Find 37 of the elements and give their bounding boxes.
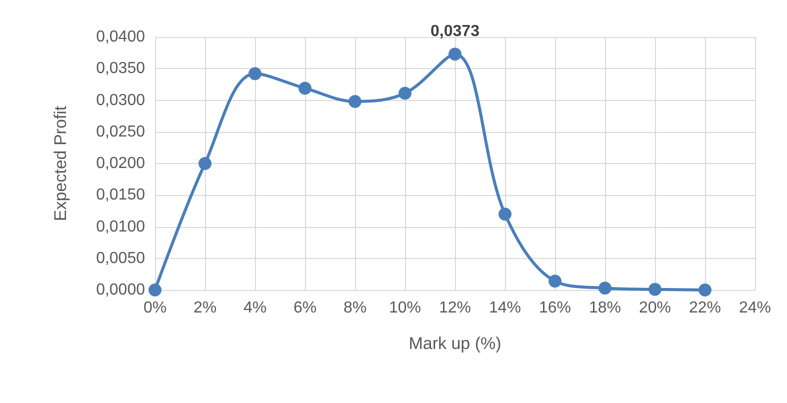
y-tick-label: 0,0300 [96,92,146,109]
x-tick-label: 20% [638,300,672,316]
x-tick-label: 10% [388,300,422,316]
point [548,274,562,288]
point [598,282,612,295]
y-tick-label: 0,0200 [96,155,146,172]
y-tick-label: 0,0150 [96,186,146,204]
x-tick-label: 6% [293,300,317,316]
point [698,284,712,296]
point [398,86,412,100]
y-tick-label: 0,0250 [96,123,146,140]
x-tick-label: 22% [688,300,722,316]
point [498,208,512,221]
point [148,284,162,296]
point [248,67,262,80]
x-tick-label: 18% [588,300,622,316]
y-tick-label: 0,0400 [96,28,146,46]
x-tick-label: 12% [438,300,472,316]
y-tick-label: 0,0100 [96,218,146,236]
point [198,157,212,170]
x-tick-label: 24% [738,300,772,316]
point [298,82,312,95]
x-tick-label: 8% [343,300,367,316]
x-axis-title: Mark up (%) [408,334,502,353]
x-tick-label: 2% [193,300,217,316]
x-tick-label: 14% [488,300,522,316]
data-label: 0,0373 [430,23,480,40]
y-tick-label: 0,0050 [96,250,146,267]
x-tick-label: 0% [143,300,167,316]
x-tick-label: 4% [243,300,267,316]
y-tick-label: 0,0350 [96,60,146,78]
point [448,48,462,61]
y-axis-title: Expected Profit [51,106,70,222]
point [648,282,662,296]
y-tick-label: 0,0000 [96,282,146,298]
x-tick-label: 16% [538,300,572,316]
point [348,95,362,108]
